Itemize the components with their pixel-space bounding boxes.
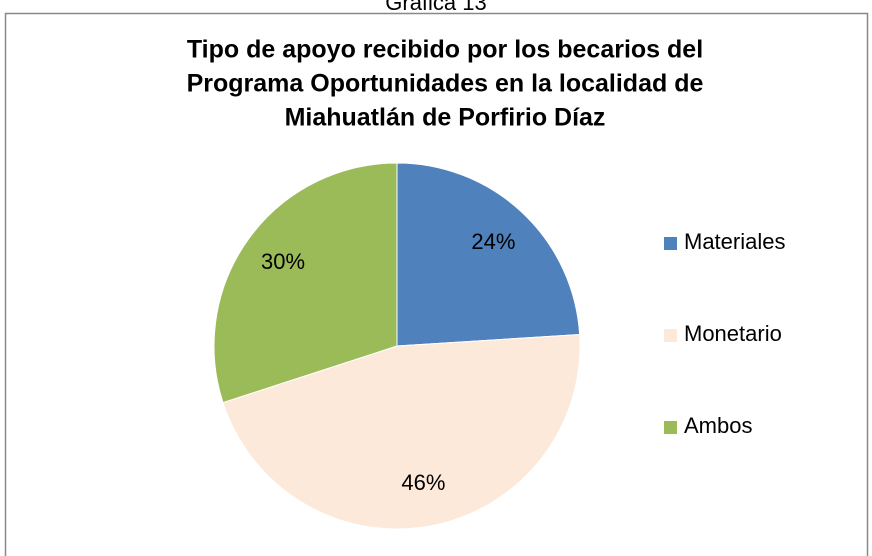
pie-slice bbox=[396, 162, 581, 347]
chart-title: Tipo de apoyo recibido por los becarios … bbox=[187, 36, 703, 64]
legend-label: Monetario bbox=[684, 321, 782, 346]
legend-swatch bbox=[664, 237, 677, 250]
data-label: 24% bbox=[471, 229, 515, 254]
data-label: 46% bbox=[401, 470, 445, 495]
pie-slice bbox=[213, 162, 398, 404]
chart-title: Miahuatlán de Porfirio Díaz bbox=[285, 104, 606, 132]
legend-label: Ambos bbox=[684, 413, 752, 438]
chart-title: Programa Oportunidades en la localidad d… bbox=[187, 70, 704, 98]
pie-slice bbox=[222, 333, 581, 530]
legend-swatch bbox=[664, 421, 677, 434]
legend-swatch bbox=[664, 329, 677, 342]
data-label: 30% bbox=[261, 249, 305, 274]
caption: Gráfica 13 bbox=[385, 0, 487, 15]
legend-label: Materiales bbox=[684, 229, 785, 254]
